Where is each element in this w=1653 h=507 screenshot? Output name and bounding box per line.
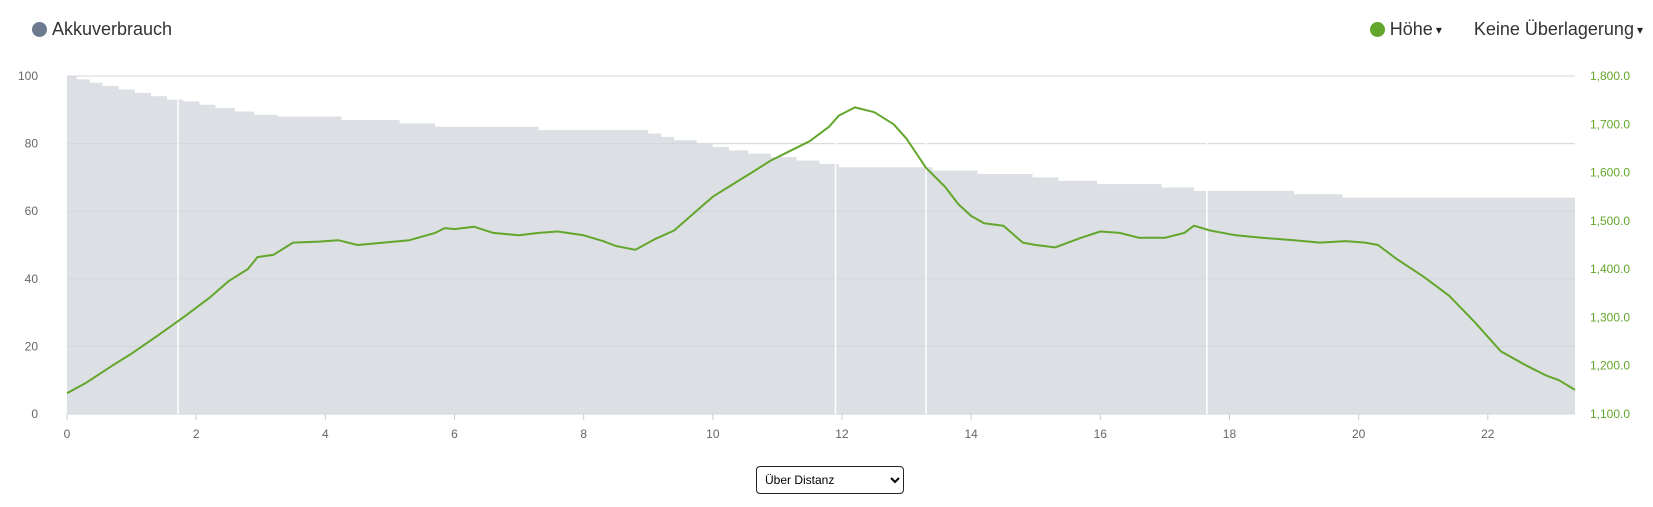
elevation-line bbox=[66, 106, 1576, 395]
x-tick-label: 0 bbox=[64, 427, 71, 441]
x-axis-ticks: 0 2 4 6 8 10 12 14 16 18 20 22 bbox=[64, 414, 1495, 441]
battery-legend-dot-icon bbox=[32, 22, 47, 37]
y-left-tick-label: 80 bbox=[25, 137, 39, 151]
elevation-legend-label: Höhe bbox=[1389, 19, 1433, 39]
chevron-down-icon: ▾ bbox=[1435, 22, 1442, 37]
y-left-tick-label: 0 bbox=[31, 407, 38, 421]
chevron-down-icon: ▾ bbox=[1636, 22, 1643, 37]
battery-legend-label: Akkuverbrauch bbox=[52, 19, 173, 39]
y-left-tick-label: 60 bbox=[25, 204, 39, 218]
legend-battery[interactable]: Akkuverbrauch bbox=[32, 19, 172, 40]
y-right-tick-label: 1,100.0 bbox=[1590, 407, 1630, 421]
y-left-axis-ticks: 0 20 40 60 80 100 bbox=[18, 69, 38, 421]
y-right-axis-ticks: 1,100.0 1,200.0 1,300.0 1,400.0 1,500.0 1,600… bbox=[1590, 69, 1630, 421]
y-left-tick-label: 100 bbox=[18, 69, 38, 83]
mode-select[interactable]: Über Distanz bbox=[756, 466, 904, 494]
y-right-tick-label: 1,200.0 bbox=[1590, 359, 1630, 373]
y-left-tick-label: 20 bbox=[25, 339, 39, 353]
y-right-tick-label: 1,700.0 bbox=[1590, 117, 1630, 131]
elevation-legend-dot-icon bbox=[1369, 22, 1385, 37]
x-tick-label: 6 bbox=[451, 427, 458, 441]
y-right-tick-label: 1,600.0 bbox=[1590, 166, 1630, 180]
y-left-tick-label: 40 bbox=[25, 272, 39, 286]
x-tick-label: 14 bbox=[964, 427, 978, 441]
battery-area-layer bbox=[67, 75, 1575, 415]
x-tick-label: 20 bbox=[1352, 427, 1366, 441]
x-tick-label: 22 bbox=[1481, 427, 1495, 441]
mode-select-wrap: Über Distanz bbox=[756, 466, 904, 494]
battery-area bbox=[67, 76, 1575, 414]
cursor-lines bbox=[177, 92, 1208, 414]
x-tick-label: 2 bbox=[193, 427, 200, 441]
overlay-dropdown[interactable]: Keine Überlagerung ▾ bbox=[1474, 19, 1643, 40]
elevation-line-layer bbox=[66, 106, 1576, 395]
x-tick-label: 12 bbox=[835, 427, 849, 441]
legend-right-controls: Höhe ▾ Keine Überlagerung ▾ bbox=[1369, 19, 1643, 40]
x-tick-label: 10 bbox=[706, 427, 720, 441]
y-right-tick-label: 1,500.0 bbox=[1590, 214, 1630, 228]
overlay-label: Keine Überlagerung bbox=[1473, 19, 1634, 39]
x-tick-label: 4 bbox=[322, 427, 329, 441]
x-tick-label: 16 bbox=[1094, 427, 1108, 441]
x-tick-label: 8 bbox=[580, 427, 587, 441]
y-right-tick-label: 1,400.0 bbox=[1590, 262, 1630, 276]
x-tick-label: 18 bbox=[1223, 427, 1237, 441]
y-right-tick-label: 1,300.0 bbox=[1590, 310, 1630, 324]
y-right-tick-label: 1,800.0 bbox=[1590, 69, 1630, 83]
elevation-dropdown[interactable]: Höhe ▾ bbox=[1369, 19, 1442, 40]
